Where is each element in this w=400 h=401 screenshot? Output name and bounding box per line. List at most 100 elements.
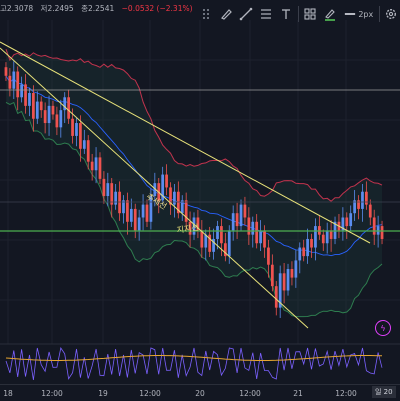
time-axis-tick: 21 [293, 389, 303, 398]
candle-body [137, 217, 141, 231]
candle-body [345, 217, 349, 227]
candle-body [35, 101, 39, 119]
candle-body [286, 269, 290, 291]
text-icon[interactable] [278, 3, 295, 25]
horizontal-lines-icon[interactable] [258, 3, 275, 25]
trend-line-icon[interactable] [238, 3, 255, 25]
candle-body [86, 140, 90, 162]
candle-body [161, 174, 165, 201]
candle-body [247, 217, 251, 235]
candle-body [278, 273, 282, 308]
candle-body [325, 230, 329, 244]
candle-body [90, 161, 94, 171]
ohlc-close: 종2.2541 [81, 4, 115, 13]
candle-body [349, 213, 353, 227]
candle-body [239, 204, 243, 227]
candle-body [263, 230, 266, 248]
candle-body [102, 178, 106, 197]
candle-body [290, 269, 294, 278]
candle-body [306, 238, 309, 257]
candle-body [94, 157, 98, 171]
candle-body [231, 213, 235, 231]
candle-body [368, 204, 372, 218]
candle-body [180, 200, 184, 214]
candle-body [141, 204, 145, 218]
oscillator-line [5, 346, 383, 381]
candle-body [165, 174, 168, 188]
object-tree-icon[interactable] [301, 3, 318, 25]
ohlc-readout: 고2.3078 저2.2495 종2.2541 −0.0532 (−2.31%) [0, 3, 198, 17]
candle-body [110, 183, 114, 205]
candle-body [353, 200, 356, 214]
candle-body [223, 243, 227, 257]
candle-body [310, 238, 313, 248]
candle-body [196, 217, 200, 231]
candle-body [153, 183, 157, 197]
candle-body [317, 226, 321, 235]
lightning-icon[interactable]: ϟ [375, 320, 391, 336]
ohlc-low: 저2.2495 [40, 4, 74, 13]
candle-body [114, 191, 118, 205]
candle-body [32, 92, 35, 119]
time-axis-tick: 12:00 [139, 389, 161, 398]
candle-body [267, 247, 270, 265]
date-corner-tag: 일 20 [372, 386, 396, 398]
candle-body [380, 226, 384, 239]
candle-body [16, 71, 20, 98]
bollinger-fill [6, 49, 382, 317]
candle-body [75, 123, 78, 136]
time-axis-tick: 12:00 [41, 389, 63, 398]
drag-handle-icon[interactable] [198, 3, 215, 25]
candle-body [376, 226, 380, 235]
candle-body [298, 247, 302, 261]
toolbar-divider [379, 6, 380, 22]
candle-body [106, 183, 110, 197]
candle-body [169, 187, 172, 205]
candle-body [173, 191, 176, 205]
candle-body [357, 200, 360, 209]
candle-body [314, 226, 317, 248]
trend-line-upper [0, 41, 371, 244]
candle-body [235, 213, 239, 227]
candle-body [133, 208, 137, 231]
settings-icon[interactable] [383, 3, 400, 25]
toolbar-divider [297, 6, 299, 22]
time-axis-tick: 18 [3, 389, 13, 398]
line-width-label: 2px [358, 9, 374, 19]
candle-body [122, 200, 125, 214]
candle-body [365, 191, 368, 205]
candle-body [67, 97, 71, 119]
candle-body [20, 84, 23, 98]
line-width-icon[interactable]: 2px [341, 3, 376, 25]
brush-icon[interactable] [218, 3, 235, 25]
trend-line-lower [0, 47, 309, 329]
time-axis: 18 12:00 19 12:00 20 12:00 21 12:00 [0, 384, 400, 401]
candle-body [28, 92, 31, 106]
candle-body [126, 200, 129, 222]
line-color-icon[interactable] [321, 3, 338, 25]
candle-body [220, 226, 223, 244]
candle-body [227, 230, 231, 257]
candle-body [204, 234, 208, 248]
candle-body [12, 71, 16, 89]
candle-body [333, 221, 337, 239]
candle-body [294, 260, 298, 278]
ohlc-high: 고2.3078 [0, 4, 34, 13]
candle-body [145, 204, 149, 222]
candle-body [43, 110, 47, 124]
candle-body [200, 230, 204, 248]
candle-body [59, 110, 63, 128]
candle-body [282, 273, 286, 291]
time-axis-tick: 12:00 [335, 389, 357, 398]
time-axis-tick: 12:00 [239, 389, 261, 398]
candle-body [212, 238, 215, 252]
candle-body [208, 234, 212, 252]
candle-body [372, 217, 376, 235]
candle-body [149, 196, 153, 222]
candle-body [302, 247, 306, 257]
candle-body [270, 264, 274, 287]
candle-body [361, 191, 364, 209]
candle-body [216, 226, 219, 239]
